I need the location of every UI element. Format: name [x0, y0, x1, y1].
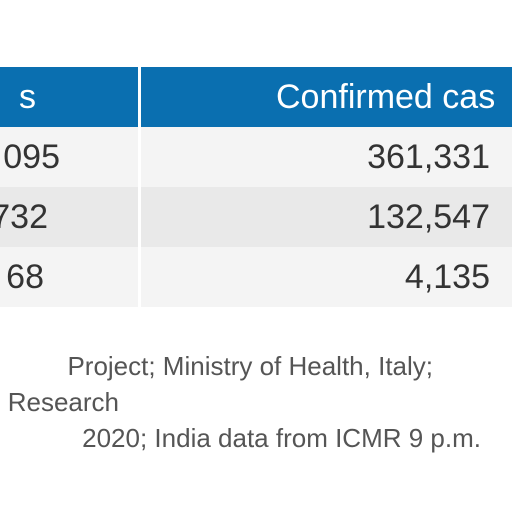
table-header-row: s Confirmed cas — [0, 67, 512, 127]
table-row: 095 361,331 — [0, 127, 512, 187]
source-line: 2020; India data from ICMR 9 p.m. — [0, 420, 512, 456]
table-cell-left: 095 — [3, 137, 60, 176]
column-divider — [138, 187, 141, 247]
table-row: 68 4,135 — [0, 247, 512, 307]
source-text: Research — [7, 387, 119, 417]
header-cell-confirmed-cases: Confirmed cas — [276, 77, 496, 116]
table-cell-left: 732 — [0, 197, 48, 236]
cases-table: s Confirmed cas 095 361,331 732 132,547 … — [0, 67, 512, 307]
table-cell-confirmed: 361,331 — [367, 137, 490, 176]
table-cell-confirmed: 4,135 — [404, 257, 490, 296]
source-text: Project; Ministry of Health, Italy; — [67, 351, 433, 381]
source-line: Project; Ministry of Health, Italy; — [0, 348, 512, 384]
source-note: Project; Ministry of Health, Italy; Rese… — [0, 348, 512, 456]
header-cell-left: s — [19, 77, 36, 116]
table-cell-left: 68 — [6, 257, 44, 296]
table-cell-confirmed: 132,547 — [367, 197, 490, 236]
table-row: 732 132,547 — [0, 187, 512, 247]
source-line: Research — [0, 384, 512, 420]
column-divider — [138, 127, 141, 187]
source-text: 2020; India data from ICMR 9 p.m. — [82, 423, 481, 453]
column-divider — [138, 247, 141, 307]
column-divider — [138, 67, 141, 127]
